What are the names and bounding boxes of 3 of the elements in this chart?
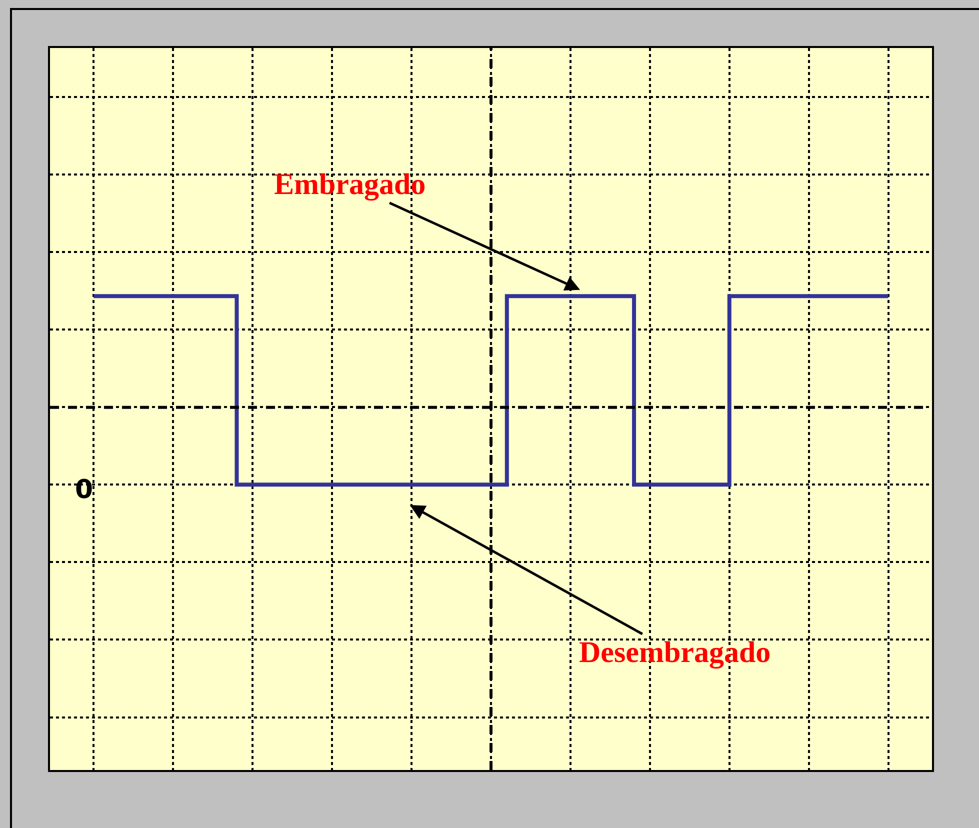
text: Desembragado [579,636,771,669]
annotation: 0 [75,475,94,505]
text: Embragado [274,168,426,201]
